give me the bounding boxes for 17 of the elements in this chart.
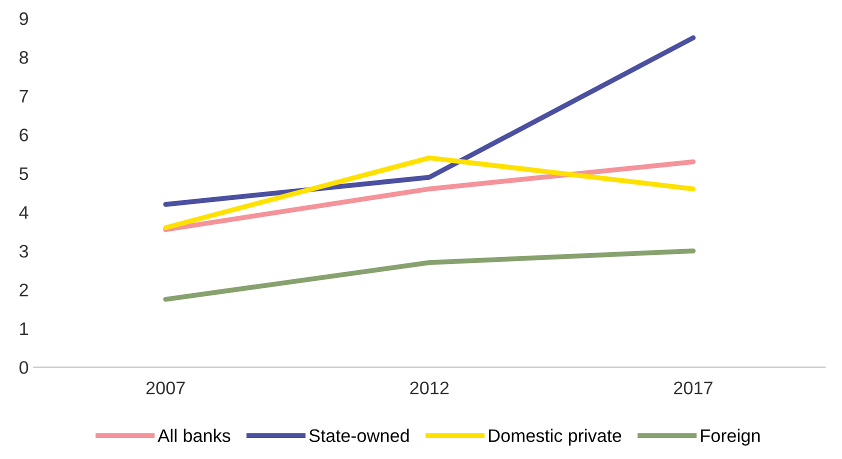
y-tick-label: 3 <box>19 244 28 258</box>
y-tick-label: 6 <box>20 128 28 142</box>
legend-label: Domestic private <box>488 428 622 446</box>
y-tick-label: 4 <box>19 206 28 219</box>
legend-label: All banks <box>158 428 230 442</box>
y-tick-label: 5 <box>20 168 28 180</box>
x-tick-label: 2012 <box>410 382 449 394</box>
y-tick-label: 8 <box>20 51 28 64</box>
y-tick-label: 1 <box>20 322 28 335</box>
x-tick-label: 2017 <box>674 382 712 394</box>
y-tick-label: 2 <box>20 284 28 296</box>
x-tick-label: 2007 <box>146 382 185 394</box>
y-tick-label: 9 <box>20 12 28 26</box>
legend-label: State-owned <box>309 428 409 442</box>
y-tick-label: 7 <box>20 90 28 102</box>
legend-label: Foreign <box>701 428 760 446</box>
y-tick-label: 0 <box>19 361 28 374</box>
